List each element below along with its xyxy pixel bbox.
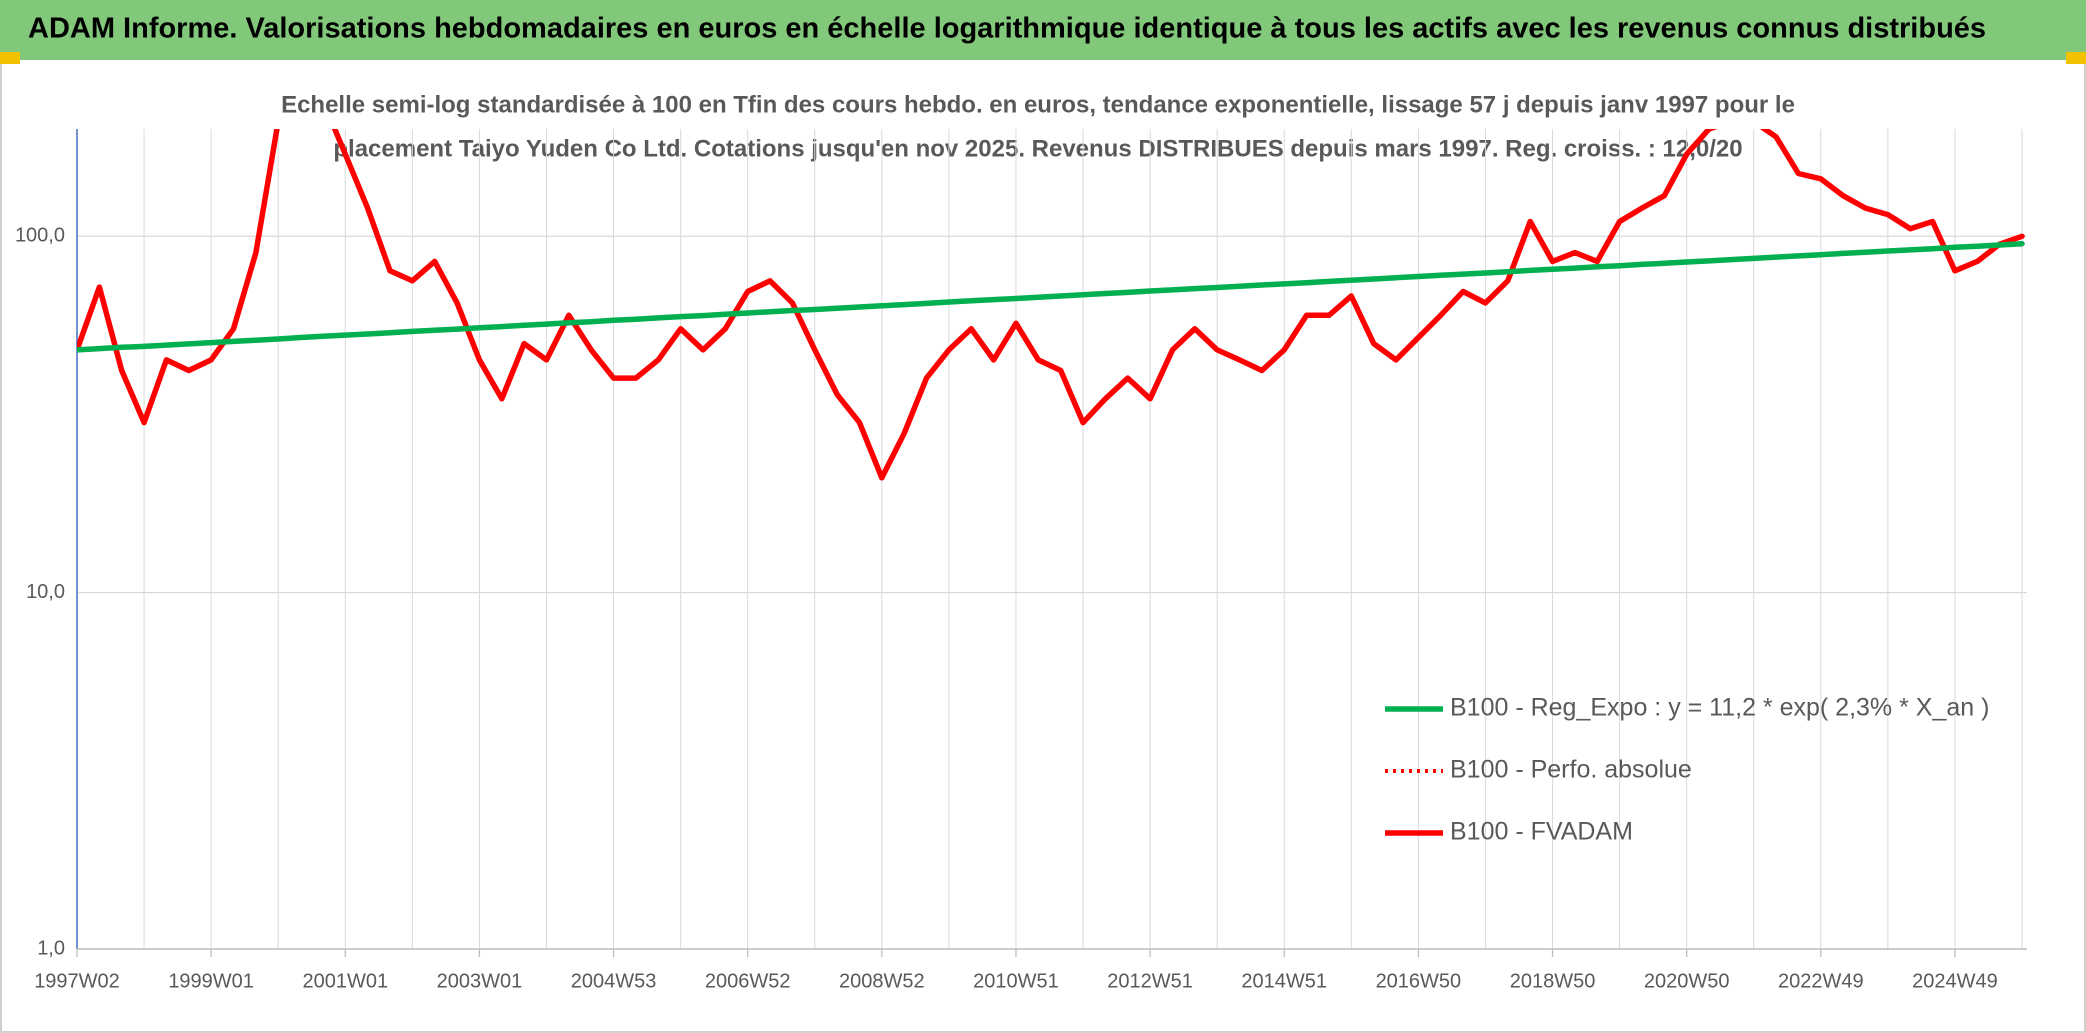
x-tick-label: 2001W01 xyxy=(302,970,388,992)
legend-label: B100 - Reg_Expo : y = 11,2 * exp( 2,3% *… xyxy=(1450,694,1989,722)
header-bar xyxy=(0,0,2086,60)
x-tick-label: 2020W50 xyxy=(1644,970,1730,992)
x-tick-label: 2008W52 xyxy=(839,970,925,992)
x-tick-label: 2022W49 xyxy=(1778,970,1864,992)
series-line xyxy=(77,240,2025,353)
x-tick-label: 1999W01 xyxy=(168,970,254,992)
corner-mark xyxy=(0,52,20,64)
legend-label: B100 - Perfo. absolue xyxy=(1450,756,1692,784)
y-tick-label: 100,0 xyxy=(15,225,65,247)
y-tick-label: 1,0 xyxy=(37,937,65,959)
x-tick-label: 2004W53 xyxy=(571,970,657,992)
x-tick-label: 1997W02 xyxy=(34,970,120,992)
chart-subtitle: placement Taiyo Yuden Co Ltd. Cotations … xyxy=(333,135,1742,162)
x-tick-label: 2016W50 xyxy=(1376,970,1462,992)
x-tick-label: 2003W01 xyxy=(437,970,523,992)
chart-subtitle: Echelle semi-log standardisée à 100 en T… xyxy=(281,91,1795,118)
chart-title: ADAM Informe. Valorisations hebdomadaire… xyxy=(28,13,1986,45)
x-tick-label: 2012W51 xyxy=(1107,970,1193,992)
legend-label: B100 - FVADAM xyxy=(1450,818,1633,846)
x-tick-label: 2018W50 xyxy=(1510,970,1596,992)
x-tick-label: 2024W49 xyxy=(1912,970,1998,992)
series-line xyxy=(77,129,2025,481)
x-tick-label: 2010W51 xyxy=(973,970,1059,992)
y-tick-label: 10,0 xyxy=(26,581,65,603)
x-tick-label: 2014W51 xyxy=(1241,970,1327,992)
x-tick-label: 2006W52 xyxy=(705,970,791,992)
corner-mark xyxy=(2066,52,2086,64)
plot-area xyxy=(77,129,2025,481)
